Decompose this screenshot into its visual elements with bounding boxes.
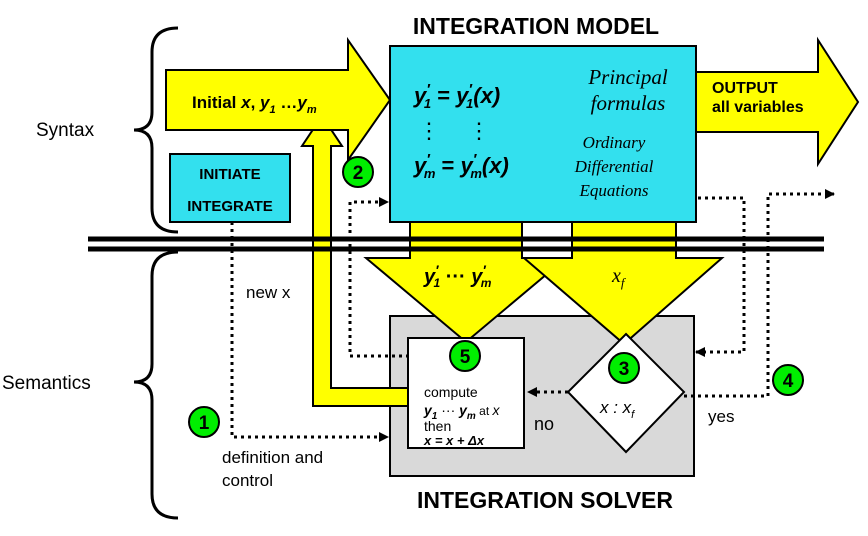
output-arrow: [695, 36, 860, 168]
title-integration-solver: INTEGRATION SOLVER: [417, 487, 673, 513]
marker-2-label: 2: [353, 163, 364, 184]
yes-label: yes: [708, 407, 734, 426]
derivatives-label: y′ 1 ··· y′ m: [423, 262, 492, 290]
vdots-left: ⋮: [418, 118, 440, 143]
equation-last: y′ m = y′ m(x): [413, 151, 509, 181]
marker-4-label: 4: [783, 371, 794, 392]
equation-first: y′ 1 = y′ 1(x): [413, 81, 500, 111]
differential-label: Differential: [574, 157, 654, 176]
marker-3-label: 3: [619, 359, 630, 380]
xf-down-arrow: [521, 221, 725, 346]
output-label-line2: all variables: [712, 99, 804, 116]
input-arrow: [165, 36, 392, 164]
then-label: then: [424, 418, 451, 434]
marker-3: 3: [608, 352, 640, 384]
output-label-line1: OUTPUT: [712, 80, 778, 97]
marker-5: 5: [449, 340, 481, 372]
syntax-label: Syntax: [36, 120, 95, 141]
definition-control-line: [230, 222, 389, 442]
marker-1: 1: [188, 406, 220, 438]
definition-label: definition and: [222, 448, 323, 467]
model-to-solver-line: [695, 196, 746, 357]
equations-label: Equations: [579, 181, 649, 200]
decision-diamond: [566, 332, 686, 454]
assign-label: x = x + Δx: [423, 433, 485, 448]
new-x-label: new x: [246, 283, 291, 302]
initiate-integrate-box: [169, 153, 291, 223]
vdots-right: ⋮: [468, 118, 490, 143]
diamond-label: x : xf: [599, 398, 635, 421]
loop-to-model-line: [348, 197, 416, 358]
marker-1-label: 1: [199, 413, 210, 434]
marker-4: 4: [772, 364, 804, 396]
formulas-label: formulas: [591, 91, 666, 115]
xf-label: xf: [611, 265, 627, 290]
ordinary-label: Ordinary: [583, 133, 646, 152]
marker-2: 2: [342, 156, 374, 188]
initiate-label: INITIATE: [199, 166, 260, 183]
title-integration-model: INTEGRATION MODEL: [413, 13, 659, 39]
control-label: control: [222, 471, 273, 490]
semantics-brace: [133, 250, 179, 520]
model-box: [389, 45, 697, 223]
yes-output-line: [684, 189, 835, 398]
principal-label: Principal: [587, 65, 667, 89]
compute-label: compute: [424, 384, 478, 400]
marker-5-label: 5: [460, 347, 471, 368]
no-label: no: [534, 414, 554, 434]
syntax-brace: [133, 26, 179, 234]
input-arrow-label: Initial x, y1 …ym: [192, 93, 317, 116]
compute-y-label: y1 ··· ym at x: [423, 402, 501, 422]
derivatives-down-arrow: [363, 221, 569, 344]
integrate-label: INTEGRATE: [187, 198, 273, 215]
semantics-label: Semantics: [2, 373, 91, 394]
